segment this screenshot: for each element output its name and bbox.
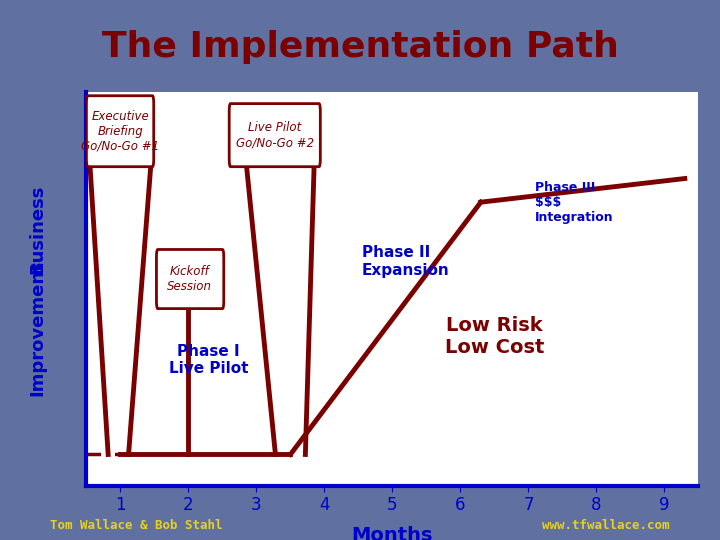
- Text: Kickoff
Session: Kickoff Session: [167, 265, 212, 293]
- FancyBboxPatch shape: [86, 96, 153, 167]
- Text: Tom Wallace & Bob Stahl: Tom Wallace & Bob Stahl: [50, 519, 223, 532]
- Text: Phase III
$$$
Integration: Phase III $$$ Integration: [535, 181, 614, 224]
- Text: Executive
Briefing
Go/No-Go #1: Executive Briefing Go/No-Go #1: [81, 110, 159, 153]
- Text: Live Pilot
Go/No-Go #2: Live Pilot Go/No-Go #2: [235, 121, 314, 149]
- Text: Low Risk
Low Cost: Low Risk Low Cost: [445, 316, 544, 357]
- Text: Phase II
Expansion: Phase II Expansion: [361, 245, 449, 278]
- FancyBboxPatch shape: [156, 249, 224, 309]
- Text: Improvement: Improvement: [28, 260, 46, 396]
- Text: The Implementation Path: The Implementation Path: [102, 30, 618, 64]
- Text: www.tfwallace.com: www.tfwallace.com: [542, 519, 670, 532]
- Text: Phase I
Live Pilot: Phase I Live Pilot: [169, 343, 248, 376]
- FancyBboxPatch shape: [229, 104, 320, 167]
- Text: Business: Business: [28, 185, 46, 274]
- X-axis label: Months: Months: [351, 525, 433, 540]
